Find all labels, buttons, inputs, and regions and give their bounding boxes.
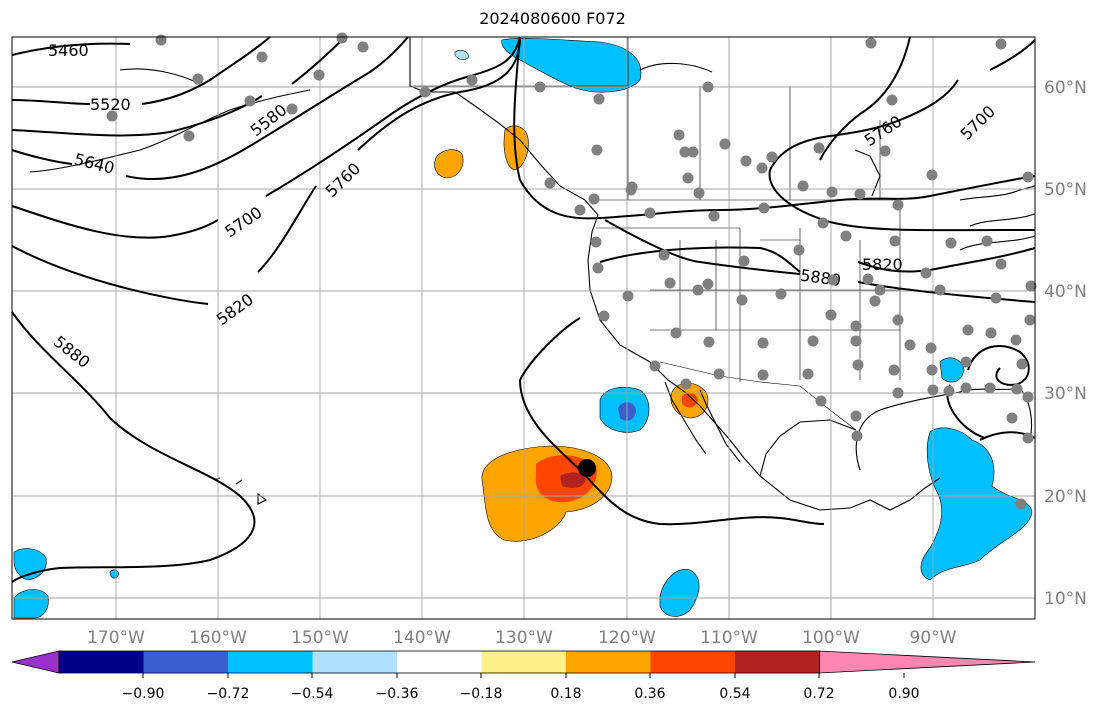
colorbar-segment [735,651,820,673]
colorbar-extend-high [819,650,1036,674]
colorbar-segment [397,651,482,673]
lat-label: 20°N [1044,487,1087,507]
map-title: 2024080600 F072 [479,9,626,28]
colorbar-segment [481,651,567,673]
highlight-marker [578,459,596,477]
colorbar-tick-label: −0.72 [207,686,250,702]
colorbar-tick-label: −0.90 [122,686,165,702]
lat-label: 60°N [1044,78,1087,98]
lon-label: 150°W [291,628,349,648]
contour-5820 [11,311,256,583]
colorbar-segment [228,651,313,673]
station-points [106,32,1037,510]
lat-label: 50°N [1044,180,1087,200]
negative-anomaly-region [939,357,965,383]
colorbar-ticks [142,673,905,678]
lat-label: 10°N [1044,589,1087,609]
colorbar-tick-label: 0.36 [634,686,665,702]
contour-5760-east [513,36,1036,220]
graticule [12,37,1035,619]
longitude-labels: 170°W 160°W 150°W 140°W 130°W 120°W 110°… [87,628,957,648]
lat-label: 30°N [1044,384,1087,404]
colorbar-tick-label: −0.54 [291,686,334,702]
colorbar-segment [566,651,651,673]
lon-label: 140°W [393,628,451,648]
colorbar-outline [58,650,820,674]
colorbar-tick-labels: −0.90 −0.72 −0.54 −0.36 −0.18 0.18 0.36 … [122,686,920,702]
negative-anomaly-region [920,427,1033,581]
colorbar-segments [11,650,1036,674]
positive-anomaly-region [503,125,529,171]
positive-anomaly-region [682,392,698,408]
positive-anomaly-region [560,472,586,488]
negative-anomaly-region [659,569,700,617]
contour-label: 5520 [90,95,131,114]
lon-label: 110°W [700,628,758,648]
negative-anomaly-region [454,50,469,60]
colorbar-extend-low [11,650,60,674]
lon-label: 160°W [189,628,247,648]
contour-5700-east [768,39,1036,232]
colorbar: −0.90 −0.72 −0.54 −0.36 −0.18 0.18 0.36 … [11,650,1036,702]
lon-label: 100°W [802,628,860,648]
contour-label: 5820 [862,255,903,274]
lon-label: 90°W [910,628,957,648]
negative-anomaly-region [109,569,119,579]
colorbar-tick-label: 0.72 [803,686,834,702]
lon-label: 170°W [87,628,145,648]
negative-anomaly-region [501,37,642,93]
colorbar-tick-label: 0.18 [550,686,581,702]
colorbar-tick-label: 0.54 [719,686,750,702]
colorbar-tick-label: −0.36 [376,686,419,702]
contour-label: 5460 [48,41,89,60]
lon-label: 130°W [495,628,553,648]
contour-5460 [11,42,131,56]
colorbar-segment [650,651,736,673]
contour-5640 [11,36,409,180]
negative-anomaly-region [13,589,49,619]
colorbar-tick-label: 0.90 [888,686,919,702]
colorbar-segment [312,651,398,673]
lon-label: 120°W [598,628,656,648]
contour-5820-east [519,219,1036,526]
latitude-labels: 60°N 50°N 40°N 30°N 20°N 10°N [1044,78,1087,609]
contour-5760 [11,36,521,305]
map-panel: 5460 5520 5580 5640 5700 5760 5820 5880 … [11,32,1037,620]
colorbar-segment [143,651,229,673]
positive-anomaly-region [434,149,464,179]
contour-5700 [11,36,521,239]
colorbar-segment [59,651,144,673]
contour-5520 [11,36,271,105]
lat-label: 40°N [1044,282,1087,302]
colorbar-tick-label: −0.18 [460,686,503,702]
